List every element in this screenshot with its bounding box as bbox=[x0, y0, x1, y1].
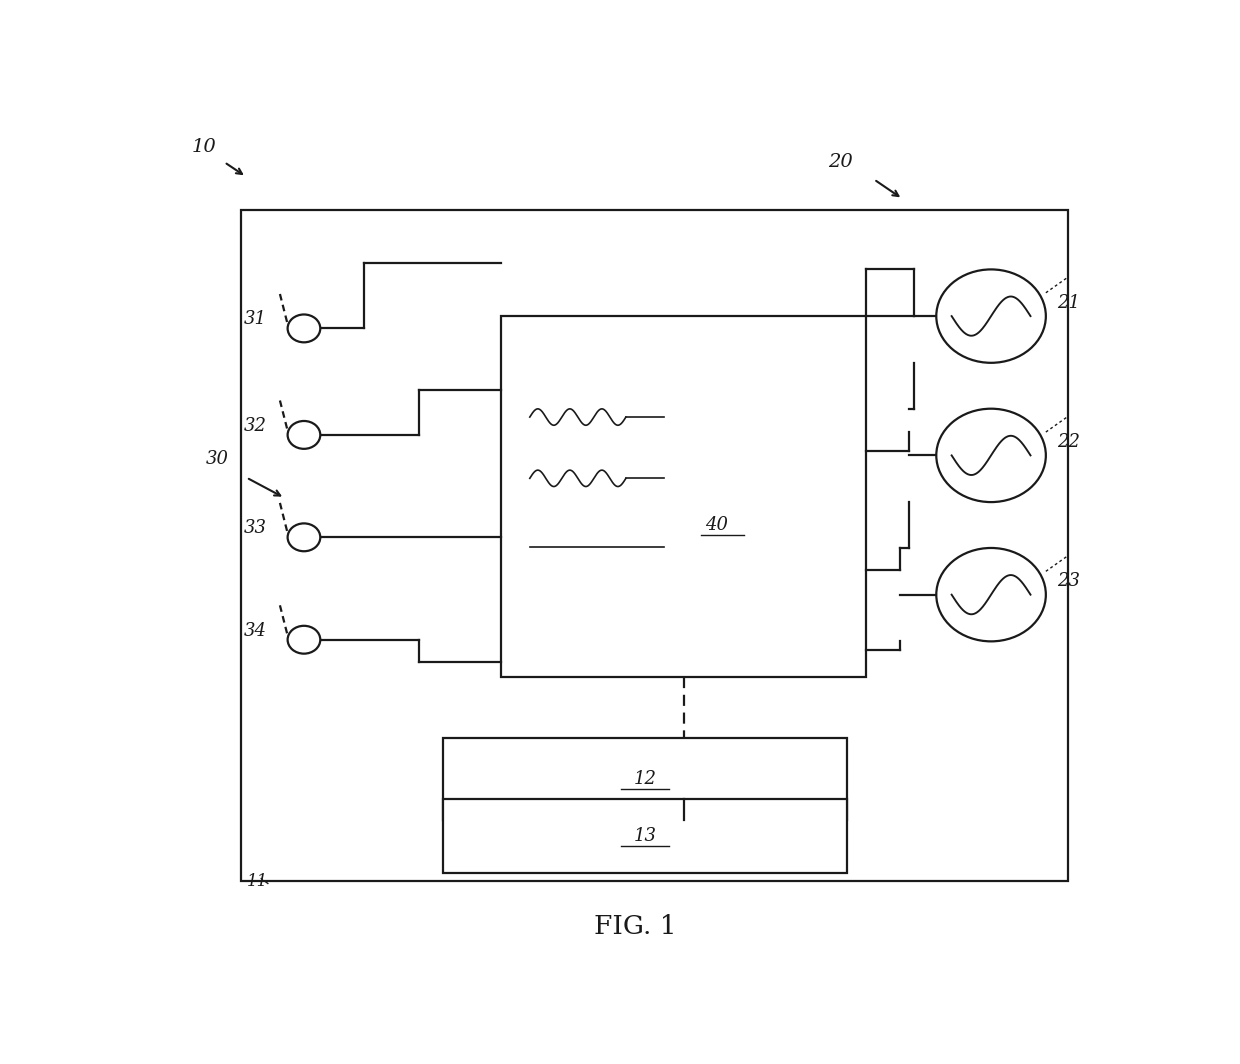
Text: 10: 10 bbox=[191, 138, 216, 156]
Text: 22: 22 bbox=[1058, 433, 1080, 451]
Text: 32: 32 bbox=[243, 417, 267, 435]
Text: 11: 11 bbox=[247, 874, 269, 891]
Circle shape bbox=[288, 315, 320, 343]
Text: 40: 40 bbox=[706, 516, 728, 534]
Text: 20: 20 bbox=[828, 153, 852, 171]
Circle shape bbox=[936, 548, 1045, 642]
Bar bbox=[444, 738, 847, 820]
Text: 23: 23 bbox=[1058, 572, 1080, 591]
Text: 31: 31 bbox=[243, 311, 267, 329]
Text: 13: 13 bbox=[634, 828, 657, 846]
Text: 12: 12 bbox=[634, 770, 657, 788]
Circle shape bbox=[288, 421, 320, 449]
Circle shape bbox=[936, 269, 1045, 363]
Text: 34: 34 bbox=[243, 621, 267, 639]
Text: 33: 33 bbox=[243, 519, 267, 537]
Circle shape bbox=[936, 409, 1045, 502]
Bar bbox=[242, 210, 1068, 881]
Circle shape bbox=[288, 523, 320, 551]
Bar bbox=[501, 316, 866, 677]
Circle shape bbox=[288, 626, 320, 653]
Bar bbox=[444, 799, 847, 874]
Text: 21: 21 bbox=[1058, 294, 1080, 312]
Text: 30: 30 bbox=[206, 450, 229, 467]
Text: FIG. 1: FIG. 1 bbox=[594, 914, 677, 938]
